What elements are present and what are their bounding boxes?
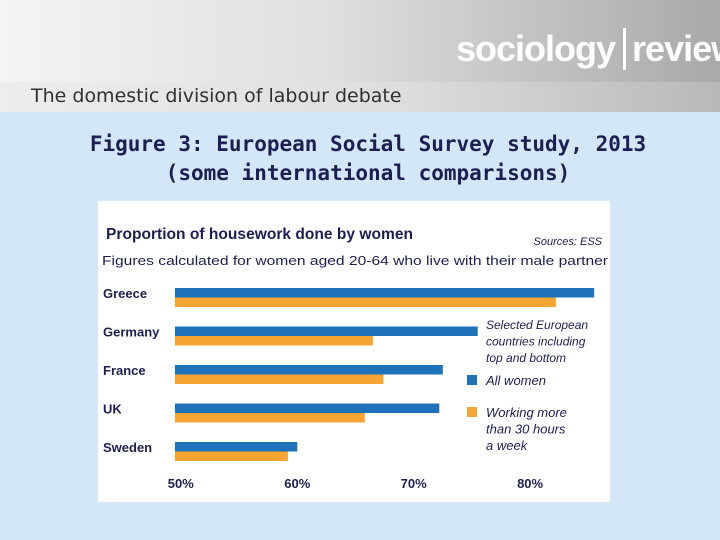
bar-all-women: [175, 442, 298, 452]
x-tick-label: 60%: [284, 476, 310, 491]
bar-working-30h: [175, 413, 365, 423]
bar-all-women: [175, 288, 595, 298]
bar-chart: Proportion of housework done by women Sou…: [102, 226, 609, 491]
bar-working-30h: [175, 451, 288, 461]
chart-panel: Proportion of housework done by women Sou…: [98, 201, 610, 502]
bar-all-women: [175, 365, 443, 375]
category-label: UK: [103, 402, 122, 417]
x-tick-label: 80%: [517, 476, 543, 491]
chart-subtitle: Figures calculated for women aged 20-64 …: [102, 253, 609, 268]
header-banner: [0, 0, 720, 82]
bar-working-30h: [175, 374, 384, 384]
chart-source: Sources: ESS: [534, 236, 603, 248]
figure-title-line-2: (some international comparisons): [165, 161, 571, 185]
x-tick-label: 70%: [401, 476, 427, 491]
bar-working-30h: [175, 297, 556, 307]
slide-subtitle: The domestic division of labour debate: [31, 85, 402, 107]
category-label: Sweden: [103, 440, 152, 455]
legend-label-working-30h: Working more: [486, 405, 567, 420]
logo-divider: [623, 28, 627, 70]
legend-swatch-all-women: [467, 375, 477, 385]
figure-title: Figure 3: European Social Survey study, …: [0, 130, 720, 188]
legend-label-all-women: All women: [485, 373, 546, 388]
x-tick-label: 50%: [168, 476, 194, 491]
logo-word-sociology: sociology: [456, 28, 616, 69]
sociology-review-logo: sociology review: [456, 24, 720, 74]
subtitle-bar: [0, 82, 720, 112]
chart-annotation-line: top and bottom: [486, 351, 566, 365]
bar-all-women: [175, 403, 440, 413]
legend-label-working-30h: a week: [486, 438, 529, 453]
bar-all-women: [175, 326, 478, 336]
category-label: Germany: [103, 325, 160, 340]
figure-title-line-1: Figure 3: European Social Survey study, …: [89, 132, 647, 156]
legend-swatch-working-30h: [467, 407, 477, 417]
legend-label-working-30h: than 30 hours: [486, 422, 566, 437]
chart-title: Proportion of housework done by women: [106, 226, 413, 243]
chart-annotation-line: Selected European: [486, 318, 588, 332]
logo-word-review: review: [632, 28, 720, 69]
category-label: France: [103, 363, 146, 378]
category-label: Greece: [103, 286, 147, 301]
chart-annotation-line: countries including: [486, 335, 586, 349]
bar-working-30h: [175, 336, 373, 346]
